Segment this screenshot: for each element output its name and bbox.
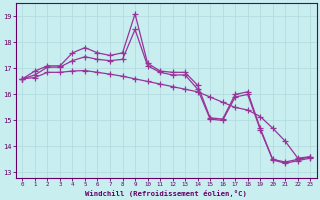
X-axis label: Windchill (Refroidissement éolien,°C): Windchill (Refroidissement éolien,°C) [85,190,247,197]
